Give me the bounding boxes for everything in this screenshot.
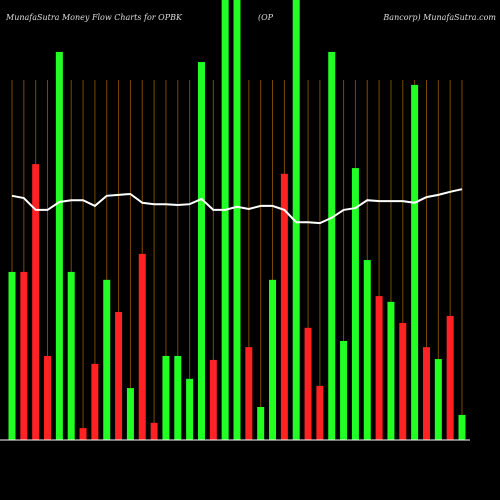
bar — [186, 378, 194, 440]
bar — [328, 51, 336, 441]
bar — [209, 359, 217, 440]
chart-title-middle: (OP — [258, 13, 274, 22]
bar — [434, 359, 442, 440]
bar — [32, 164, 40, 440]
bar — [340, 341, 348, 440]
bar — [375, 296, 383, 440]
bar — [138, 253, 146, 440]
money-flow-line — [11, 188, 463, 225]
bar — [304, 327, 312, 440]
bar — [197, 62, 205, 440]
bar — [351, 168, 359, 440]
bar — [233, 0, 241, 440]
bar — [20, 271, 28, 440]
bar — [221, 0, 229, 440]
bar — [44, 355, 52, 440]
bar — [126, 388, 134, 440]
bar — [411, 84, 419, 441]
bar — [363, 260, 371, 440]
bar — [292, 0, 300, 440]
bar — [67, 271, 75, 440]
bar — [162, 355, 170, 440]
bar — [79, 428, 87, 440]
bar — [280, 173, 288, 441]
bar — [55, 51, 63, 441]
bar — [174, 355, 182, 440]
bar — [269, 279, 277, 440]
bar — [8, 271, 16, 440]
bar — [150, 422, 158, 440]
bar — [91, 363, 99, 440]
bar — [399, 322, 407, 440]
bar — [458, 414, 466, 440]
bar — [446, 315, 454, 440]
bar — [245, 347, 253, 440]
bar — [316, 385, 324, 440]
bar — [387, 301, 395, 440]
chart-title-right: Bancorp) MunafaSutra.com — [382, 13, 496, 22]
bar — [115, 311, 123, 440]
bar — [257, 407, 265, 440]
bar — [422, 347, 430, 440]
bar — [103, 279, 111, 440]
chart-title: MunafaSutra Money Flow Charts for OPBK — [5, 13, 183, 22]
